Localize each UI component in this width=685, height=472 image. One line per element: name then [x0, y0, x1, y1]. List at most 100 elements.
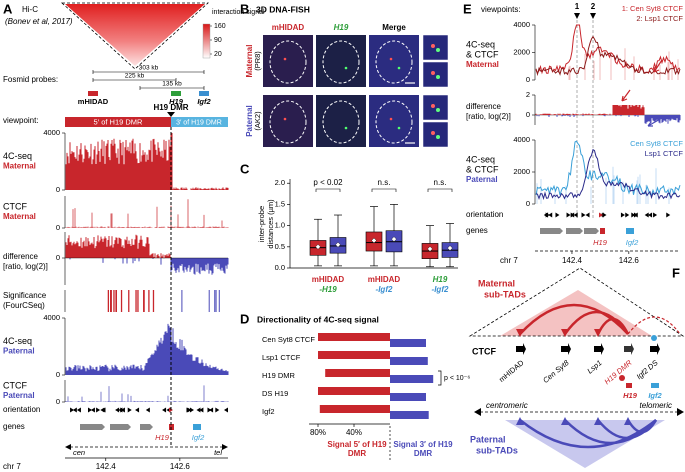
probe-label: mHIDAD	[78, 97, 109, 106]
probe	[199, 91, 209, 96]
legend-entry: Signal 5′ of H19 DMR	[327, 440, 387, 458]
viewpoint-label: viewpoints:	[481, 5, 521, 14]
gene	[584, 228, 599, 234]
direction-arrow	[474, 408, 481, 416]
orientation-mark	[648, 212, 653, 218]
gene	[540, 228, 563, 234]
significance-bracket	[427, 188, 453, 192]
panel-title: Hi-C	[22, 5, 38, 14]
y-tick-label: 2000	[513, 47, 530, 56]
orientation-mark	[573, 212, 578, 218]
panel-title: 3D DNA-FISH	[256, 4, 310, 14]
signal-trace	[536, 115, 681, 124]
direction-arrow	[65, 444, 71, 450]
signal-trace	[65, 323, 229, 375]
chromosome-label: chr 7	[3, 462, 21, 471]
track-label: difference	[466, 102, 502, 111]
region-5	[65, 117, 171, 127]
track-label: Maternal	[3, 212, 36, 221]
signal-trace	[535, 148, 681, 201]
gene	[626, 383, 632, 388]
viewpoint-arrow	[590, 13, 596, 19]
viewpoint-name: H19 DMR	[153, 103, 188, 112]
nucleus-outline	[322, 100, 360, 144]
loop-arrowhead	[516, 417, 524, 425]
probe-label: Igf2	[197, 97, 211, 106]
gene	[566, 228, 583, 234]
ruler	[92, 78, 177, 82]
mean	[335, 241, 341, 248]
nucleus-outline	[375, 100, 413, 144]
nucleus-outline	[269, 100, 307, 144]
orientation-mark	[187, 407, 192, 413]
nucleus-outline	[269, 40, 307, 84]
annotation: p < 10⁻⁶	[444, 375, 470, 382]
annotation-arrow	[647, 117, 663, 127]
y-tick-label: 2.0	[275, 178, 285, 187]
fish-spot	[431, 44, 435, 48]
signal-trace	[65, 385, 229, 402]
gene-label: H19	[623, 391, 638, 400]
viewpoint-arrow	[574, 13, 580, 19]
fish-spot	[389, 117, 393, 121]
y-tick-label: 0	[526, 199, 530, 208]
fish-spot	[436, 75, 440, 79]
track-label: orientation	[3, 405, 40, 414]
legend-entry: Signal 3′ of H19 DMR	[393, 440, 453, 458]
column-header: Merge	[382, 23, 406, 32]
significance-bracket	[315, 188, 341, 192]
bar	[319, 405, 390, 413]
track-label: genes	[466, 226, 488, 235]
loop-arrowhead	[624, 417, 632, 425]
y-axis-label: inter-probe	[257, 206, 266, 242]
orientation-mark	[90, 407, 95, 413]
panel-letter: D	[240, 311, 249, 326]
ctcf-site	[624, 343, 634, 355]
group-title: sub-TADs	[484, 289, 526, 299]
y-tick-label: 2	[526, 90, 530, 99]
viewpoint-label: viewpoint:	[3, 116, 39, 125]
track-label: 4C-seq	[3, 151, 32, 161]
group-label: H19	[433, 275, 448, 284]
track-label: & CTCF	[466, 164, 499, 174]
colorbar-tick-label: 160	[214, 23, 226, 30]
orientation-mark	[620, 212, 625, 218]
zoom-panel	[422, 94, 449, 121]
fish-spot	[397, 126, 401, 130]
significance-bracket	[438, 370, 442, 386]
ruler	[139, 86, 205, 90]
bar	[325, 369, 390, 377]
fish-spot	[436, 135, 440, 139]
distance-label: 225 kb	[125, 73, 145, 80]
fish-spot	[283, 117, 287, 121]
mean	[447, 245, 453, 251]
orientation-mark	[127, 407, 132, 413]
region-3	[171, 117, 228, 127]
orientation-mark	[70, 407, 75, 413]
track-label: orientation	[466, 210, 503, 219]
orientation-mark	[581, 212, 586, 218]
bar	[390, 411, 429, 419]
fish-spot	[431, 71, 435, 75]
column-header: H19	[334, 23, 349, 32]
tad-outline	[468, 267, 685, 337]
orientation-mark	[115, 407, 120, 413]
micrograph	[263, 35, 313, 87]
ctcf-site	[594, 343, 604, 355]
direction-label: telomeric	[640, 401, 672, 410]
panel-letter: B	[240, 1, 249, 16]
fish-spot	[431, 104, 435, 108]
nucleus-outline	[375, 40, 413, 84]
bar	[390, 375, 434, 383]
orientation-mark	[570, 212, 575, 218]
loop-arrowhead	[561, 417, 569, 425]
tad-shading	[500, 290, 652, 336]
imprint-mark	[619, 375, 625, 381]
y-tick-label: 0	[526, 75, 530, 84]
gene-label: Igf2	[626, 238, 639, 247]
group-label: -H19	[319, 285, 337, 294]
row-label: Paternal	[245, 105, 254, 137]
y-tick-label: 4000	[43, 313, 60, 322]
signal-trace	[69, 258, 229, 275]
y-tick-label: 4000	[43, 128, 60, 137]
